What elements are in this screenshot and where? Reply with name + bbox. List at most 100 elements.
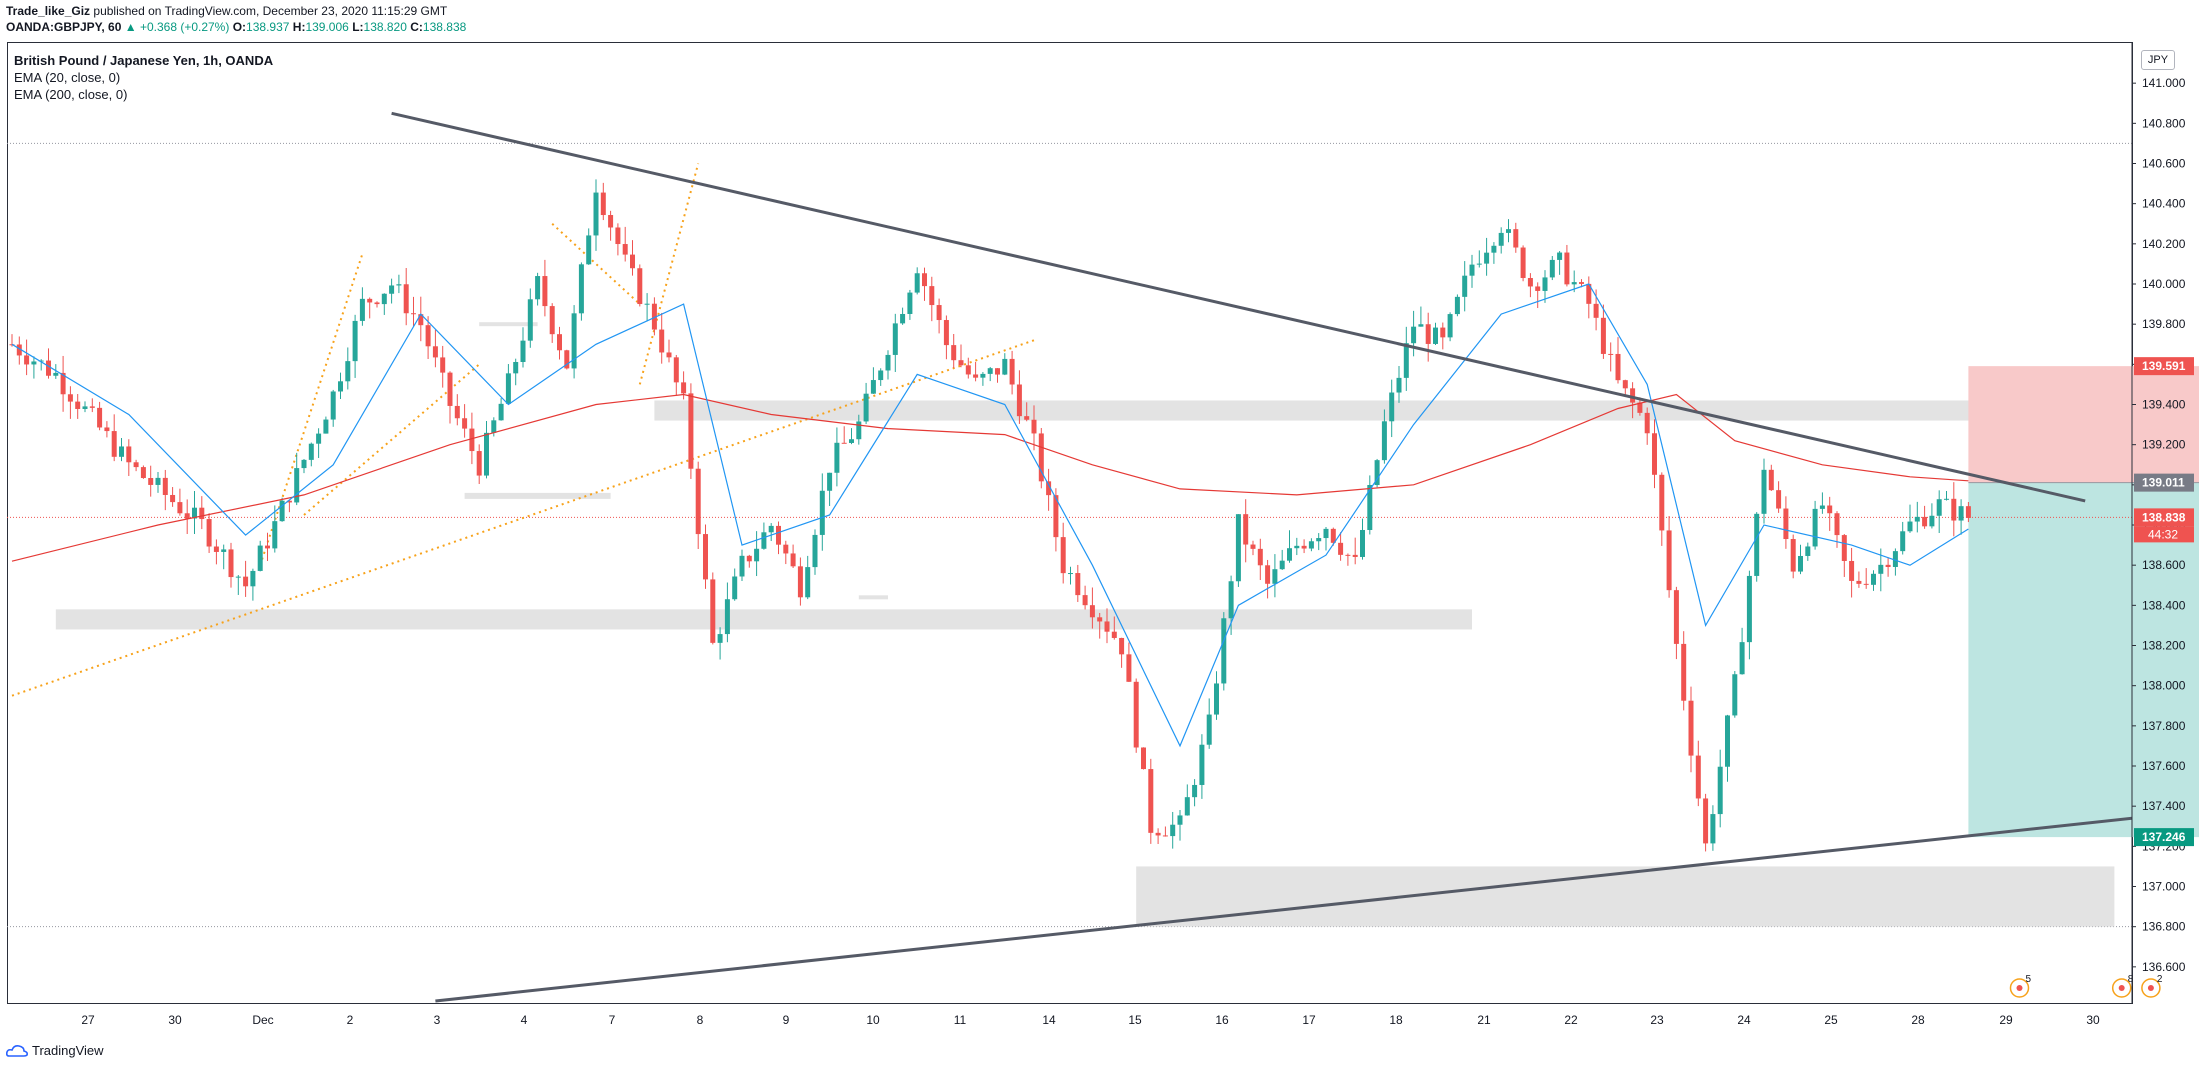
candle-body <box>1958 506 1964 521</box>
candle-body <box>746 555 752 562</box>
candle-body <box>1914 516 1920 522</box>
candle-body <box>856 421 862 440</box>
candle-body <box>206 519 212 547</box>
candle-body <box>1922 516 1928 527</box>
candle-body <box>67 394 73 402</box>
candle-body <box>1279 560 1285 570</box>
candle-body <box>1849 560 1855 581</box>
candle-body <box>776 525 781 545</box>
candle-body <box>177 502 183 514</box>
candle-body <box>593 192 599 236</box>
countdown-label: 44:32 <box>2148 527 2178 541</box>
candle-body <box>1498 232 1504 246</box>
candle-body <box>615 227 621 245</box>
candle-body <box>1965 506 1971 518</box>
candle-body <box>1819 505 1825 509</box>
y-tick-label: 137.600 <box>2142 759 2186 773</box>
candle-body <box>717 634 723 643</box>
candle-body <box>1717 766 1723 815</box>
candle-body <box>1060 537 1066 574</box>
candle-body <box>1411 326 1417 344</box>
candle-body <box>155 477 161 485</box>
candle-body <box>359 298 365 321</box>
author-name[interactable]: Trade_like_Giz <box>6 4 91 18</box>
currency-button[interactable]: JPY <box>2141 50 2175 70</box>
candle-body <box>1695 755 1701 799</box>
x-tick-label: 7 <box>609 1013 616 1027</box>
event-dot <box>2118 985 2125 991</box>
target-price-tag-box <box>2134 828 2194 847</box>
x-tick-label: 21 <box>1477 1013 1491 1027</box>
candle-body <box>1929 515 1935 527</box>
candle-body <box>564 350 570 369</box>
candle-body <box>1016 384 1022 417</box>
candle-body <box>184 513 190 519</box>
candle-body <box>571 313 577 369</box>
candle-body <box>900 313 906 324</box>
legend-ema200[interactable]: EMA (200, close, 0) <box>14 87 128 102</box>
candle-body <box>637 268 643 305</box>
candle-body <box>1790 539 1796 572</box>
low-value: 138.820 <box>363 20 407 34</box>
candle-body <box>1440 327 1446 338</box>
candle-body <box>914 273 920 293</box>
candle-body <box>600 192 606 216</box>
candle-body <box>608 215 614 228</box>
candle-body <box>82 406 88 409</box>
candle-body <box>1462 275 1468 297</box>
candle-body <box>724 599 730 635</box>
candle-body <box>1637 402 1643 413</box>
last-price-tag: 138.838 <box>2142 510 2186 524</box>
candle-body <box>1863 583 1869 585</box>
legend-ema20[interactable]: EMA (20, close, 0) <box>14 70 121 85</box>
candle-body <box>1666 530 1672 591</box>
support-resistance-zone <box>1136 866 2115 927</box>
y-tick-label: 140.600 <box>2142 157 2186 171</box>
candle-body <box>1316 538 1322 542</box>
support-resistance-zone <box>479 322 538 327</box>
candle-body <box>922 273 927 287</box>
candle-body <box>819 490 825 535</box>
candle-body <box>126 446 132 463</box>
candle-body <box>235 576 241 578</box>
candle-body <box>1360 529 1365 557</box>
candle-body <box>1725 715 1730 767</box>
candle-body <box>754 548 760 562</box>
x-tick-label: 17 <box>1302 1013 1316 1027</box>
candle-body <box>1652 433 1657 475</box>
candle-body <box>1089 605 1095 618</box>
candle-body <box>1199 744 1205 785</box>
close-label: C: <box>410 20 423 34</box>
y-tick-label: 136.800 <box>2142 920 2186 934</box>
candle-body <box>1812 508 1818 547</box>
candle-body <box>119 446 124 457</box>
candle-body <box>630 254 635 269</box>
candle-body <box>622 244 628 255</box>
event-count: 5 <box>2026 974 2032 985</box>
brand-name: TradingView <box>32 1043 104 1058</box>
candle-body <box>1520 247 1526 279</box>
entry-price-tag: 139.011 <box>2142 476 2185 490</box>
candle-body <box>403 284 409 314</box>
candle-body <box>703 534 708 580</box>
candle-body <box>1798 555 1803 572</box>
x-tick-label: 18 <box>1389 1013 1403 1027</box>
candle-body <box>301 459 307 469</box>
publish-info: Trade_like_Giz published on TradingView.… <box>6 4 447 18</box>
candle-body <box>849 439 854 443</box>
tradingview-logo[interactable]: TradingView <box>6 1043 104 1058</box>
candle-body <box>1046 481 1052 496</box>
candle-body <box>221 549 227 552</box>
candle-body <box>907 292 913 314</box>
candle-body <box>1754 513 1760 576</box>
chart-legend-title: British Pound / Japanese Yen, 1h, OANDA <box>14 53 274 68</box>
candle-body <box>1630 388 1636 403</box>
candle-body <box>1345 554 1351 556</box>
target-price-tag: 137.246 <box>2142 830 2186 844</box>
candle-body <box>1192 784 1198 798</box>
x-tick-label: 11 <box>954 1013 967 1027</box>
candle-body <box>1506 229 1511 233</box>
y-tick-label: 139.800 <box>2142 317 2186 331</box>
candle-body <box>213 546 219 552</box>
